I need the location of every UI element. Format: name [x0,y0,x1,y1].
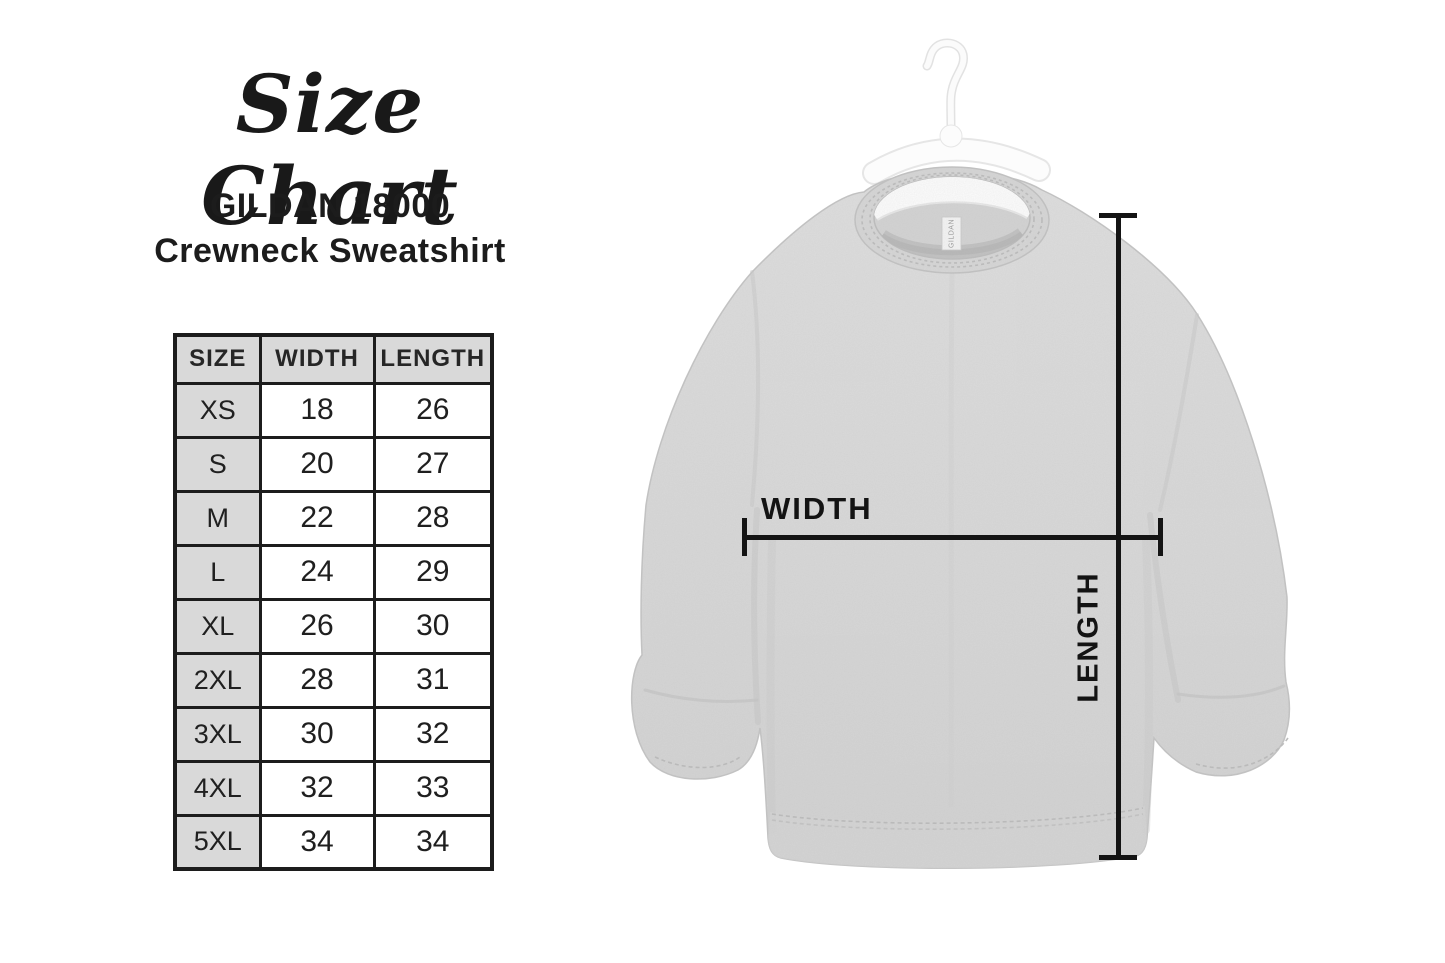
page-title: Size Chart [201,57,459,243]
size-table-head: SIZE WIDTH LENGTH [173,333,494,385]
length-cell: 33 [372,759,494,817]
size-cell: XS [173,381,262,439]
size-table-body: XS 18 26 S 20 27 M 22 28 L 24 29 XL 26 30 2XL 28 31 3XL 30 3… [173,381,494,871]
fabric-texture [631,167,1290,869]
width-cell: 32 [258,759,376,817]
size-cell: XL [173,597,262,655]
size-cell: 4XL [173,759,262,817]
width-cell: 26 [258,597,376,655]
length-line-rule [1116,213,1121,860]
width-cell: 24 [258,543,376,601]
width-cell: 34 [258,813,376,871]
size-cell: M [173,489,262,547]
size-table-row-s: S 20 27 [173,435,494,493]
size-table: SIZE WIDTH LENGTH XS 18 26 S 20 27 M 22 28 L 24 29 XL 2… [173,333,494,871]
width-cell: 18 [258,381,376,439]
length-line-bottom-tick [1099,855,1137,860]
width-cell: 28 [258,651,376,709]
hanger [862,38,1051,185]
size-table-row-l: L 24 29 [173,543,494,601]
width-cell: 30 [258,705,376,763]
length-cell: 26 [372,381,494,439]
product-photo: GILDAN [630,38,1291,870]
length-measure-line [1099,213,1137,860]
size-table-row-m: M 22 28 [173,489,494,547]
width-line-right-tick [1158,518,1163,556]
length-cell: 31 [372,651,494,709]
size-table-row-xs: XS 18 26 [173,381,494,439]
size-table-header-length: LENGTH [372,333,494,385]
width-measure-label: WIDTH [761,491,873,526]
product-name: GILDAN 18000 Crewneck Sweatshirt [80,184,580,274]
size-table-row-3xl: 3XL 30 32 [173,705,494,763]
length-cell: 28 [372,489,494,547]
width-cell: 22 [258,489,376,547]
width-measure-line [742,518,1163,556]
length-cell: 30 [372,597,494,655]
size-table-header-row: SIZE WIDTH LENGTH [173,333,494,385]
size-table-header-size: SIZE [173,333,262,385]
size-table-row-5xl: 5XL 34 34 [173,813,494,871]
width-cell: 20 [258,435,376,493]
width-line-rule [742,535,1163,540]
length-cell: 34 [372,813,494,871]
size-table-row-xl: XL 26 30 [173,597,494,655]
sweatshirt: GILDAN [630,166,1291,870]
length-cell: 27 [372,435,494,493]
size-table-header-width: WIDTH [258,333,376,385]
size-table-row-2xl: 2XL 28 31 [173,651,494,709]
size-cell: S [173,435,262,493]
product-name-line1: GILDAN 18000 [209,187,451,225]
product-name-line2: Crewneck Sweatshirt [154,232,506,270]
size-table-row-4xl: 4XL 32 33 [173,759,494,817]
length-cell: 29 [372,543,494,601]
size-cell: 5XL [173,813,262,871]
size-cell: 3XL [173,705,262,763]
size-cell: L [173,543,262,601]
length-cell: 32 [372,705,494,763]
size-cell: 2XL [173,651,262,709]
